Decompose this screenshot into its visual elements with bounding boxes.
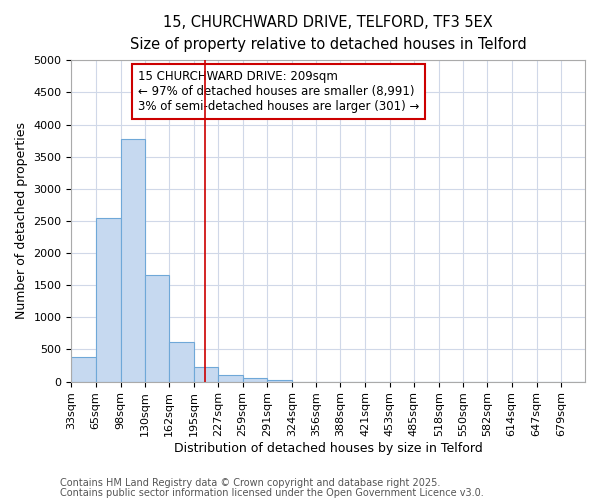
Bar (267, 380, 292, 382)
Text: 15 CHURCHWARD DRIVE: 209sqm
← 97% of detached houses are smaller (8,991)
3% of s: 15 CHURCHWARD DRIVE: 209sqm ← 97% of det… (138, 70, 419, 113)
X-axis label: Distribution of detached houses by size in Telford: Distribution of detached houses by size … (174, 442, 482, 455)
Bar (242, 378, 267, 382)
Bar (71, 357, 95, 382)
Bar (121, 138, 145, 382)
Bar (194, 367, 218, 382)
Bar (95, 218, 121, 382)
Y-axis label: Number of detached properties: Number of detached properties (15, 122, 28, 320)
Text: Contains public sector information licensed under the Open Government Licence v3: Contains public sector information licen… (60, 488, 484, 498)
Title: 15, CHURCHWARD DRIVE, TELFORD, TF3 5EX
Size of property relative to detached hou: 15, CHURCHWARD DRIVE, TELFORD, TF3 5EX S… (130, 15, 527, 52)
Bar (218, 375, 242, 382)
Text: Contains HM Land Registry data © Crown copyright and database right 2025.: Contains HM Land Registry data © Crown c… (60, 478, 440, 488)
Bar (169, 342, 194, 382)
Bar (145, 275, 169, 382)
